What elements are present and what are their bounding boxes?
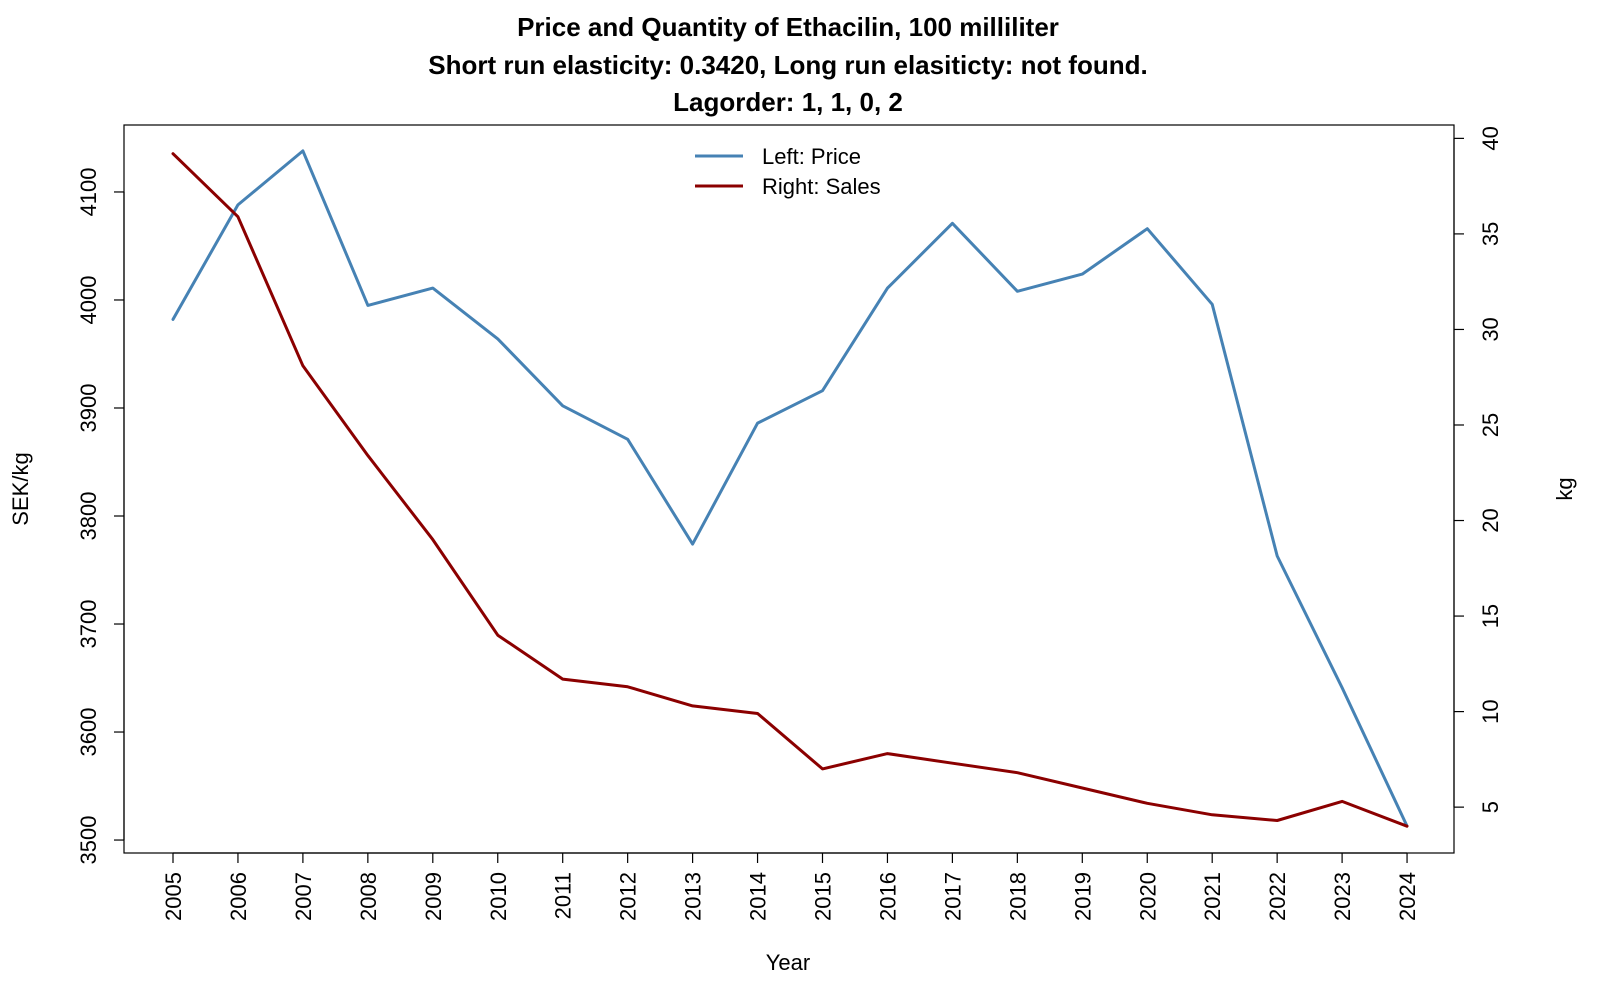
x-axis-tick-label: 2019: [1070, 872, 1095, 921]
right-axis-tick-label: 30: [1478, 317, 1503, 341]
x-axis-tick-label: 2010: [486, 872, 511, 921]
chart-title-line-2: Short run elasticity: 0.3420, Long run e…: [428, 50, 1147, 80]
left-axis-tick-label: 4100: [76, 167, 101, 216]
x-axis-tick-label: 2008: [356, 872, 381, 921]
right-axis-tick-label: 35: [1478, 222, 1503, 246]
x-axis-tick-label: 2013: [681, 872, 706, 921]
x-axis-tick-label: 2009: [421, 872, 446, 921]
right-axis-tick-label: 25: [1478, 413, 1503, 437]
x-axis-tick-label: 2022: [1265, 872, 1290, 921]
left-axis-tick-label: 3600: [76, 708, 101, 757]
x-axis-tick-label: 2018: [1005, 872, 1030, 921]
x-axis-tick-label: 2012: [616, 872, 641, 921]
x-axis: 2005 2006 2007 2008 2009 2010 2011 2012 2013 2014…: [161, 852, 1420, 921]
series-layer: [171, 149, 1409, 828]
left-y-axis: 3500 3600 3700 3800 3900 4000 4100: [76, 167, 125, 865]
x-axis-tick-label: 2005: [161, 872, 186, 921]
right-axis-tick-label: 20: [1478, 508, 1503, 532]
right-y-axis: 5 10 15 20 25 30 35 40: [1453, 126, 1503, 813]
left-axis-tick-label: 3900: [76, 384, 101, 433]
left-axis-tick-label: 3500: [76, 816, 101, 865]
legend-label-price: Left: Price: [762, 144, 861, 169]
x-axis-tick-label: 2021: [1200, 872, 1225, 921]
plot-frame: [123, 124, 1455, 854]
y-axis-right-label: kg: [1552, 477, 1577, 500]
legend: Left: Price Right: Sales: [695, 144, 881, 199]
right-axis-tick-label: 15: [1478, 604, 1503, 628]
right-axis-tick-label: 40: [1478, 126, 1503, 150]
x-axis-tick-label: 2011: [551, 872, 576, 919]
x-axis-tick-label: 2020: [1135, 872, 1160, 921]
left-axis-tick-label: 3700: [76, 600, 101, 649]
x-axis-tick-label: 2015: [811, 872, 836, 921]
right-axis-tick-label: 10: [1478, 699, 1503, 723]
x-axis-tick-label: 2007: [291, 872, 316, 921]
y-axis-left-label: SEK/kg: [8, 452, 33, 525]
right-axis-tick-label: 5: [1478, 801, 1503, 813]
x-axis-tick-label: 2023: [1330, 872, 1355, 921]
sales-series-line: [171, 152, 1409, 828]
chart-title: Price and Quantity of Ethacilin, 100 mil…: [428, 12, 1147, 117]
x-axis-label: Year: [766, 950, 810, 975]
x-axis-tick-label: 2024: [1395, 872, 1420, 921]
left-axis-tick-label: 4000: [76, 276, 101, 325]
chart-title-line-1: Price and Quantity of Ethacilin, 100 mil…: [517, 12, 1059, 42]
legend-label-sales: Right: Sales: [762, 174, 881, 199]
x-axis-tick-label: 2017: [940, 872, 965, 921]
chart-title-line-3: Lagorder: 1, 1, 0, 2: [673, 87, 903, 117]
x-axis-tick-label: 2016: [875, 872, 900, 921]
left-axis-tick-label: 3800: [76, 492, 101, 541]
x-axis-tick-label: 2014: [746, 872, 771, 921]
x-axis-tick-label: 2006: [226, 872, 251, 921]
price-series-line: [171, 149, 1409, 828]
